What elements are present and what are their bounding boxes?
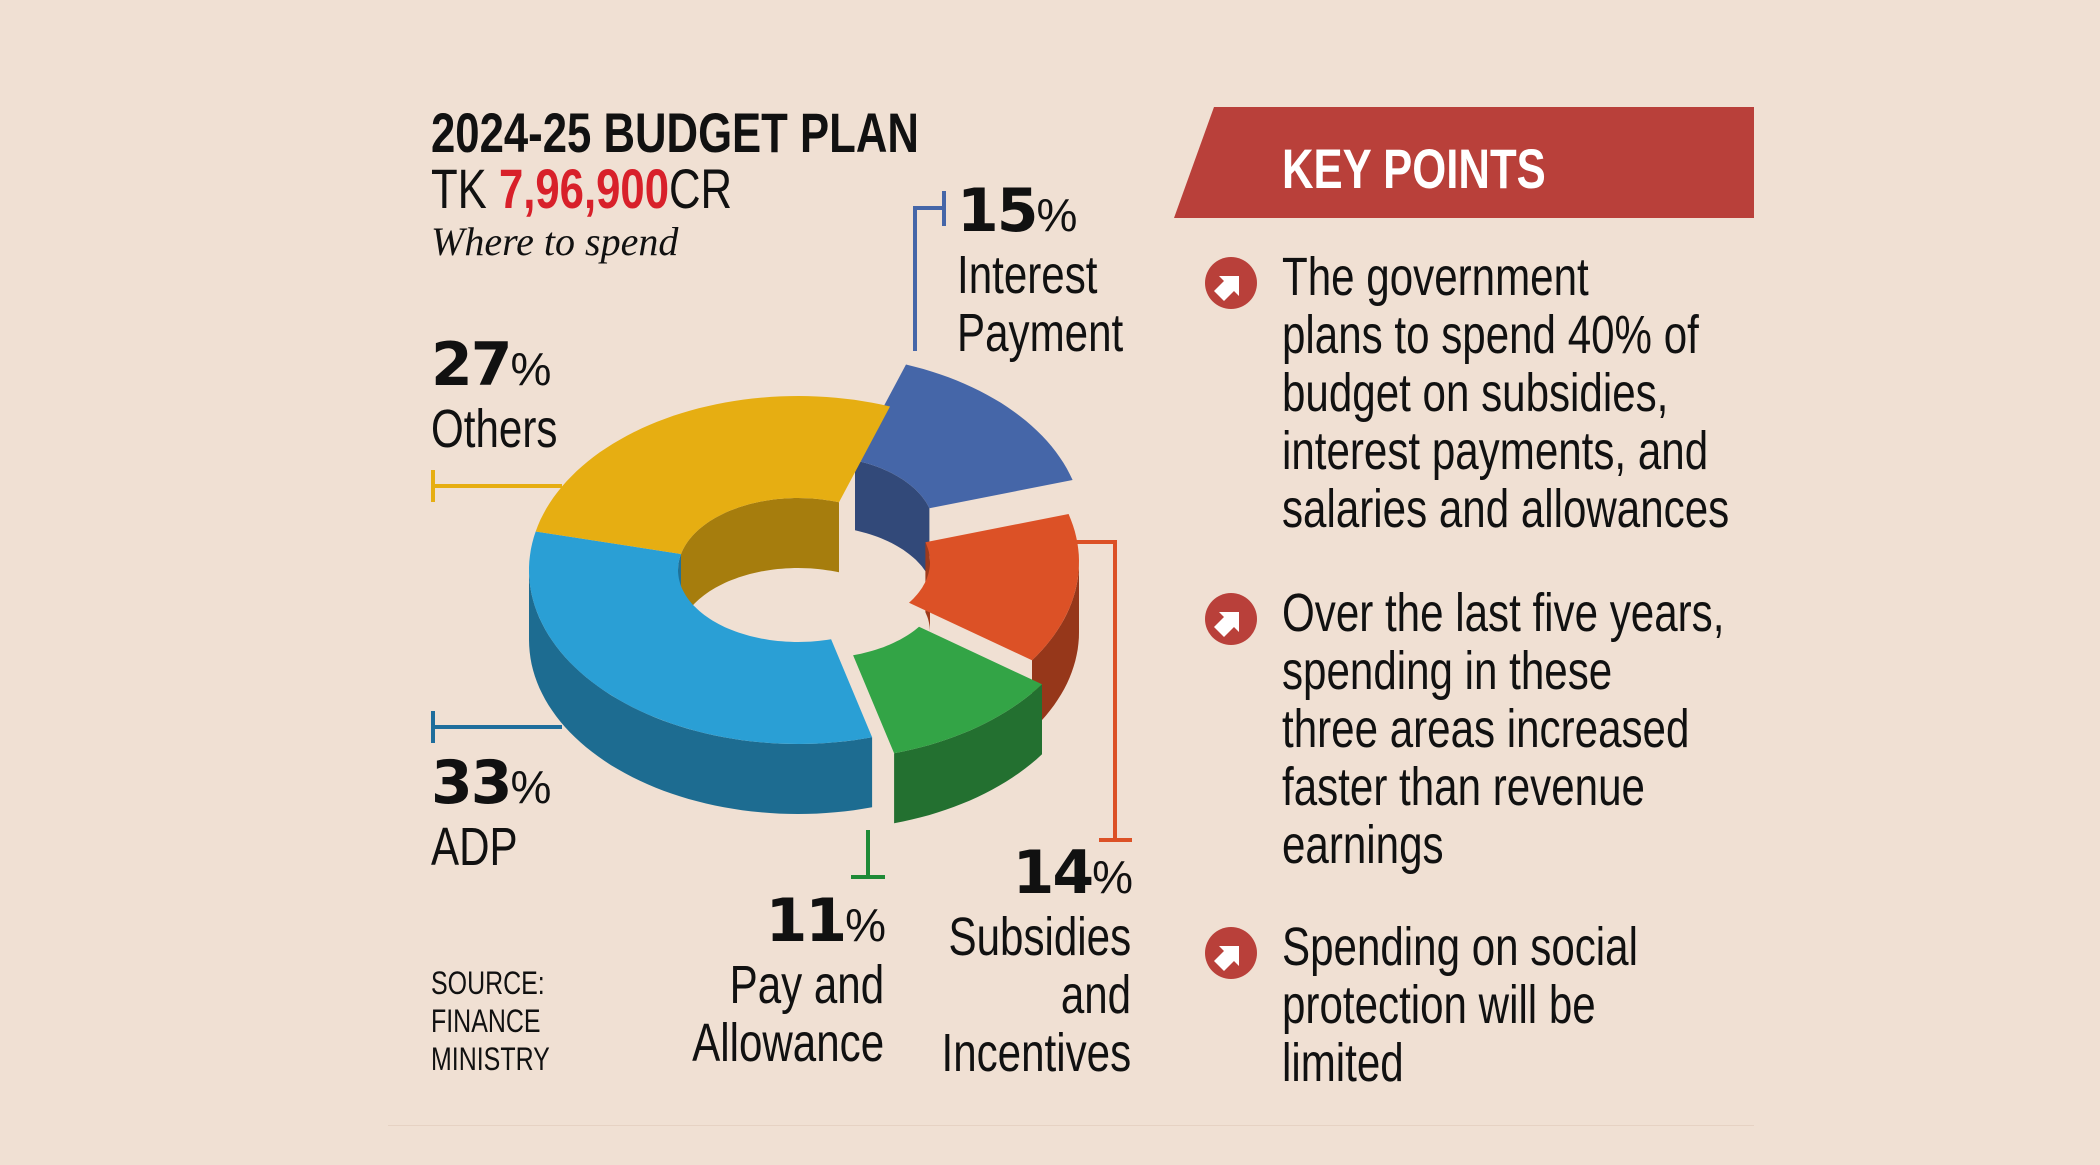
label-line: Subsidies: [948, 907, 1131, 967]
pct-value: 15: [957, 176, 1038, 246]
divider: [388, 1125, 1754, 1126]
slice-inner-wall-others: [681, 498, 839, 624]
pct-sign: %: [1092, 851, 1133, 903]
total-value: 7,96,900: [498, 157, 669, 220]
arrow-up-right-circle-icon: [1205, 257, 1257, 309]
key-point-line: limited: [1282, 1033, 1404, 1093]
chart-title: 2024-25 BUDGET PLAN: [431, 101, 919, 164]
pct-sign: %: [1036, 189, 1078, 241]
label-adp: 33% ADP: [431, 748, 552, 877]
slice-side-adp: [529, 570, 873, 814]
key-point-line: salaries and allowances: [1282, 479, 1730, 539]
key-point-line: faster than revenue: [1282, 757, 1645, 817]
label-line: Interest: [957, 245, 1098, 305]
label-line: Pay and: [729, 955, 884, 1015]
label-interest-payment: 15% Interest Payment: [957, 176, 1170, 362]
pct-value: 14: [1012, 838, 1094, 908]
slice-subsidies-incentives: [909, 514, 1079, 661]
source-note: SOURCE: FINANCE MINISTRY: [431, 964, 583, 1078]
slice-adp: [529, 531, 873, 744]
key-points-banner: [1174, 107, 1754, 218]
chart-subtitle: Where to spend: [431, 219, 679, 264]
pct-value: 33: [431, 748, 512, 818]
label-line: Allowance: [692, 1013, 884, 1073]
label-others: 27% Others: [431, 330, 593, 458]
source-line: SOURCE:: [431, 965, 545, 1001]
arrow-up-right-circle-icon: [1205, 593, 1257, 645]
key-point-line: spending in these: [1282, 641, 1613, 701]
key-point-text: Spending on social protection will be limi…: [1282, 918, 1738, 1092]
slice-side-subsidies-incentives: [1032, 562, 1079, 731]
total-prefix: TK: [431, 157, 499, 220]
arrow-up-right-circle-icon: [1205, 927, 1257, 979]
budget-total: TK 7,96,900CR: [431, 156, 817, 221]
key-point-line: plans to spend 40% of: [1282, 305, 1699, 365]
label-line: Others: [431, 399, 558, 459]
key-point-line: Over the last five years,: [1282, 583, 1725, 643]
label-subsidies-incentives: 14% Subsidies and Incentives: [888, 838, 1133, 1083]
label-line: Payment: [957, 303, 1124, 363]
pct-sign: %: [510, 343, 552, 395]
key-point-line: The government: [1282, 247, 1589, 307]
key-point-line: budget on subsidies,: [1282, 363, 1669, 423]
slice-pay-allowance: [853, 626, 1042, 754]
key-point-text: Over the last five years, spending in the…: [1282, 584, 1849, 874]
slice-interest-payment: [855, 364, 1073, 509]
key-point-text: The government plans to spend 40% of budge…: [1282, 248, 1855, 538]
key-point-line: interest payments, and: [1282, 421, 1709, 481]
label-line: ADP: [431, 817, 518, 877]
slice-inner-wall-interest-payment: [855, 460, 930, 579]
source-line: MINISTRY: [431, 1041, 550, 1077]
slice-others: [535, 396, 890, 554]
key-point-line: earnings: [1282, 815, 1444, 875]
pct-value: 11: [765, 886, 847, 956]
key-point-line: three areas increased: [1282, 699, 1690, 759]
slice-side-pay-allowance: [894, 684, 1042, 824]
key-point-line: protection will be: [1282, 975, 1596, 1035]
total-suffix: CR: [668, 157, 733, 220]
leader-line-subsidies-incentives: [1068, 540, 1117, 840]
leader-line-interest-payment: [913, 206, 944, 351]
pct-sign: %: [510, 761, 552, 813]
key-points-heading: KEY POINTS: [1282, 137, 1546, 200]
label-line: and: [1060, 965, 1131, 1025]
label-pay-allowance: 11% Pay and Allowance: [638, 886, 886, 1073]
pct-sign: %: [845, 899, 886, 951]
key-point-line: Spending on social: [1282, 917, 1638, 977]
source-line: FINANCE: [431, 1003, 541, 1039]
pct-value: 27: [431, 330, 512, 400]
label-line: Incentives: [941, 1023, 1131, 1083]
